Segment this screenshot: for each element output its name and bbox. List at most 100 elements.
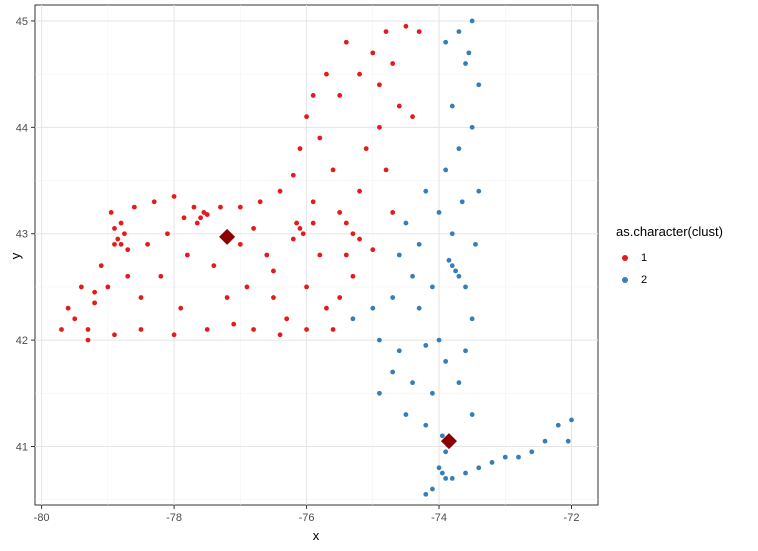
data-point-cluster-1 (350, 273, 356, 279)
centroid-marker-2 (440, 433, 457, 450)
data-point-cluster-2 (423, 491, 429, 497)
data-point-cluster-1 (138, 327, 144, 332)
data-point-cluster-1 (85, 337, 91, 343)
data-point-cluster-1 (410, 114, 415, 120)
data-point-cluster-1 (158, 273, 164, 279)
data-point-cluster-1 (304, 114, 309, 120)
data-point-cluster-1 (112, 226, 117, 231)
data-point-cluster-1 (337, 93, 343, 98)
data-point-cluster-1 (224, 295, 230, 300)
data-point-cluster-1 (277, 188, 283, 194)
data-point-cluster-1 (108, 210, 114, 215)
data-point-cluster-2 (456, 380, 462, 386)
data-point-cluster-2 (410, 380, 415, 386)
data-point-cluster-1 (343, 220, 349, 226)
data-point-cluster-1 (115, 236, 121, 242)
data-point-cluster-1 (337, 210, 343, 215)
data-point-cluster-1 (396, 103, 402, 109)
data-point-cluster-1 (403, 23, 409, 29)
legend-swatch-2 (621, 277, 628, 283)
data-point-cluster-2 (449, 231, 455, 237)
data-point-cluster-2 (463, 284, 468, 290)
data-point-cluster-1 (92, 289, 98, 295)
data-point-cluster-1 (363, 146, 369, 152)
data-point-cluster-1 (343, 252, 349, 258)
data-point-cluster-1 (370, 50, 376, 56)
data-point-cluster-1 (151, 199, 157, 205)
data-point-cluster-1 (271, 268, 276, 274)
data-point-cluster-2 (516, 454, 521, 460)
data-point-cluster-2 (449, 263, 455, 269)
data-point-cluster-1 (72, 316, 78, 322)
data-point-cluster-1 (264, 252, 270, 258)
data-point-cluster-2 (443, 358, 449, 364)
data-point-cluster-2 (469, 124, 475, 130)
data-point-cluster-1 (78, 284, 84, 290)
legend-item-1: 1 (616, 247, 756, 269)
data-point-cluster-2 (502, 454, 508, 460)
data-point-cluster-2 (423, 343, 429, 348)
data-point-cluster-2 (459, 199, 465, 205)
data-point-cluster-1 (317, 252, 323, 258)
centroid-marker-1 (219, 228, 236, 245)
data-point-cluster-2 (476, 82, 482, 88)
data-point-cluster-1 (138, 295, 144, 300)
y-tick-label: 41 (16, 441, 28, 453)
legend-label-2: 2 (641, 274, 648, 286)
data-point-cluster-2 (456, 146, 462, 152)
data-point-cluster-1 (257, 199, 263, 205)
y-axis-title: y (8, 252, 23, 259)
legend-item-2: 2 (616, 269, 756, 291)
data-point-cluster-2 (469, 316, 475, 322)
data-point-cluster-1 (290, 236, 296, 242)
data-point-cluster-1 (231, 321, 237, 327)
data-point-cluster-1 (92, 300, 98, 306)
data-point-cluster-1 (357, 236, 362, 242)
data-point-cluster-1 (284, 316, 290, 322)
data-point-cluster-2 (569, 417, 574, 423)
data-point-cluster-1 (290, 172, 296, 178)
data-point-cluster-1 (277, 332, 283, 338)
data-point-cluster-2 (489, 460, 495, 465)
data-point-cluster-1 (337, 295, 343, 300)
legend-label-1: 1 (641, 252, 648, 264)
data-point-cluster-2 (476, 188, 482, 194)
data-point-cluster-1 (350, 231, 356, 237)
data-point-cluster-2 (396, 252, 402, 258)
x-tick-label: -78 (166, 512, 182, 524)
data-point-cluster-2 (463, 61, 468, 66)
data-point-cluster-2 (476, 465, 482, 471)
data-point-cluster-2 (436, 337, 442, 343)
data-point-cluster-2 (443, 476, 449, 481)
x-axis-ticks: -80 -78 -76 -74 -72 (34, 505, 579, 524)
data-point-cluster-1 (98, 263, 104, 269)
data-point-cluster-1 (237, 204, 243, 210)
data-point-cluster-1 (300, 231, 306, 237)
data-point-cluster-1 (112, 332, 117, 338)
data-point-cluster-1 (297, 226, 303, 231)
data-point-cluster-1 (204, 212, 210, 217)
data-point-cluster-1 (125, 247, 131, 253)
data-point-cluster-2 (410, 273, 415, 279)
data-point-cluster-2 (439, 470, 445, 476)
data-point-cluster-2 (456, 273, 462, 279)
y-tick-label: 42 (16, 335, 28, 347)
data-point-cluster-1 (237, 241, 243, 247)
data-point-cluster-1 (294, 220, 300, 226)
data-point-cluster-2 (466, 50, 472, 56)
data-point-cluster-1 (317, 135, 323, 141)
data-point-cluster-2 (423, 422, 429, 428)
data-point-cluster-1 (330, 167, 336, 173)
data-point-cluster-1 (304, 327, 309, 332)
data-point-cluster-1 (343, 39, 349, 45)
data-point-cluster-1 (165, 231, 170, 237)
data-point-cluster-1 (211, 263, 217, 269)
data-point-cluster-1 (85, 327, 91, 332)
data-point-cluster-1 (112, 241, 117, 247)
data-point-cluster-1 (105, 284, 111, 290)
y-tick-label: 44 (16, 122, 28, 134)
data-point-cluster-1 (383, 29, 389, 34)
data-point-cluster-1 (324, 71, 329, 77)
data-point-cluster-1 (383, 167, 389, 173)
